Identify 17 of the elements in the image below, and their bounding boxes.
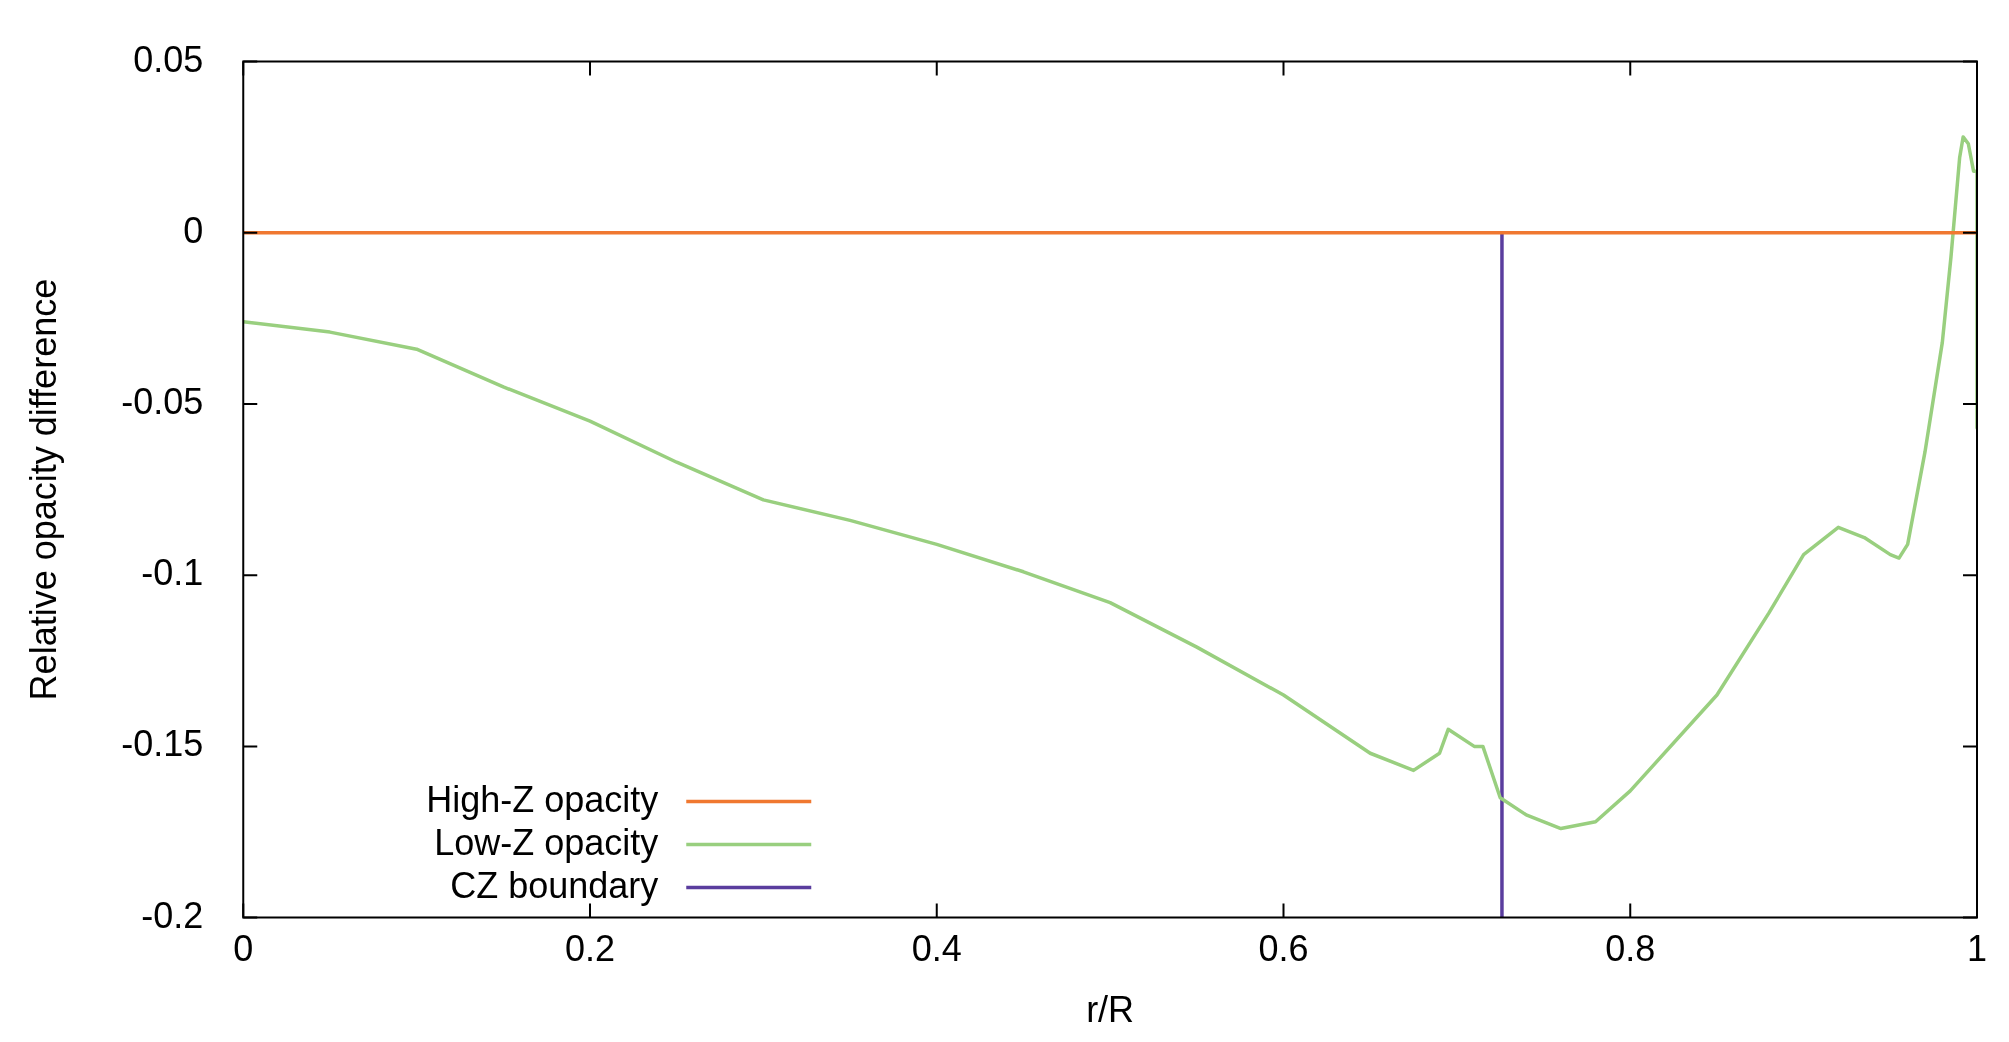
x-tick-label: 0.4 [911, 928, 962, 970]
x-axis-title: r/R [1086, 989, 1135, 1031]
y-axis-title: Relative opacity difference [22, 278, 64, 701]
x-tick-label: 1 [1966, 928, 1988, 970]
y-tick-label: -0.1 [141, 552, 204, 594]
y-tick-label: 0 [183, 209, 204, 251]
y-tick-label: 0.05 [133, 38, 204, 80]
x-tick-label: 0 [233, 928, 254, 970]
y-tick-label: -0.2 [141, 894, 204, 936]
y-tick-label: -0.15 [121, 723, 204, 765]
x-tick-label: 0.8 [1605, 928, 1656, 970]
y-tick-label: -0.05 [121, 380, 204, 422]
legend-label: Low-Z opacity [434, 821, 659, 863]
x-tick-label: 0.2 [564, 928, 616, 970]
legend-label: CZ boundary [450, 864, 659, 906]
legend-label: High-Z opacity [426, 778, 659, 820]
x-tick-label: 0.6 [1258, 928, 1309, 970]
